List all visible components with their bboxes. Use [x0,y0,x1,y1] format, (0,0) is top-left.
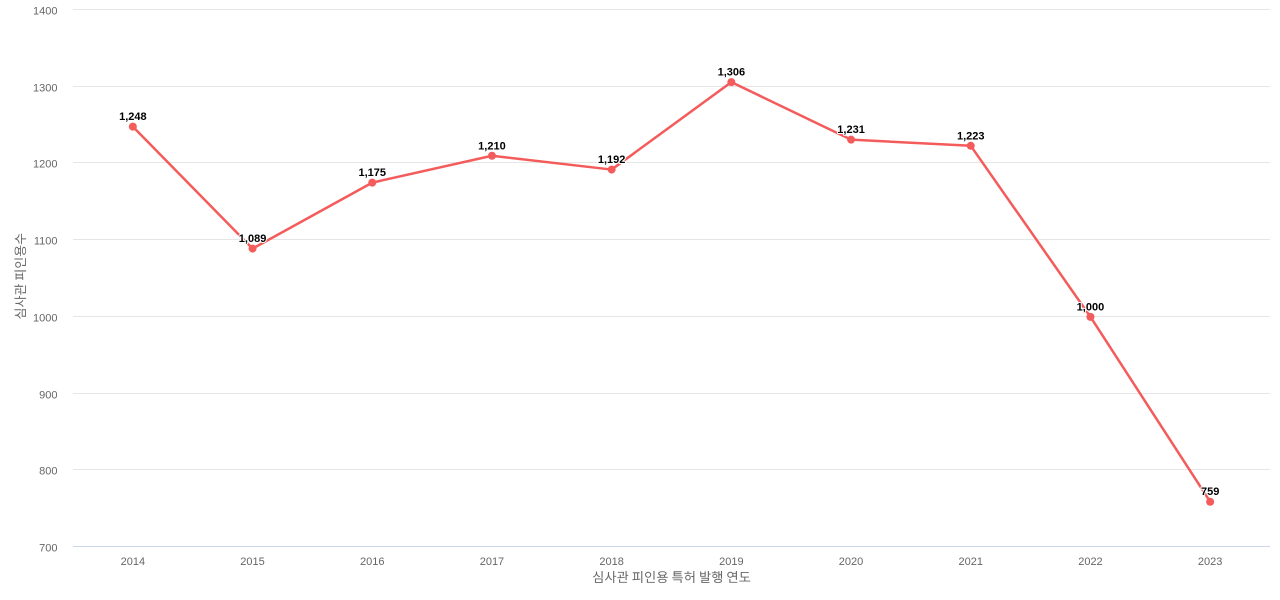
svg-text:2021: 2021 [959,556,983,568]
svg-text:1300: 1300 [33,83,57,95]
svg-text:2023: 2023 [1198,556,1222,568]
svg-text:1,192: 1,192 [598,154,626,166]
svg-text:1,231: 1,231 [837,124,865,136]
svg-text:800: 800 [39,466,57,478]
svg-text:759: 759 [1201,486,1219,498]
svg-text:2015: 2015 [240,556,264,568]
svg-text:1000: 1000 [33,313,57,325]
svg-text:2022: 2022 [1078,556,1102,568]
svg-text:900: 900 [39,390,57,402]
svg-text:2016: 2016 [360,556,384,568]
svg-text:2020: 2020 [839,556,863,568]
svg-text:1,000: 1,000 [1077,301,1105,313]
svg-text:700: 700 [39,543,57,555]
svg-text:1,248: 1,248 [119,111,147,123]
svg-text:1,223: 1,223 [957,130,985,142]
svg-text:1,175: 1,175 [358,167,386,179]
svg-text:1,089: 1,089 [239,233,267,245]
svg-text:1200: 1200 [33,159,57,171]
svg-text:2014: 2014 [121,556,145,568]
svg-text:2018: 2018 [599,556,623,568]
svg-text:1,210: 1,210 [478,140,506,152]
svg-text:1100: 1100 [34,236,58,248]
svg-text:1400: 1400 [33,6,57,18]
svg-text:2019: 2019 [719,556,743,568]
svg-text:2017: 2017 [480,556,504,568]
svg-text:1,306: 1,306 [718,67,746,79]
